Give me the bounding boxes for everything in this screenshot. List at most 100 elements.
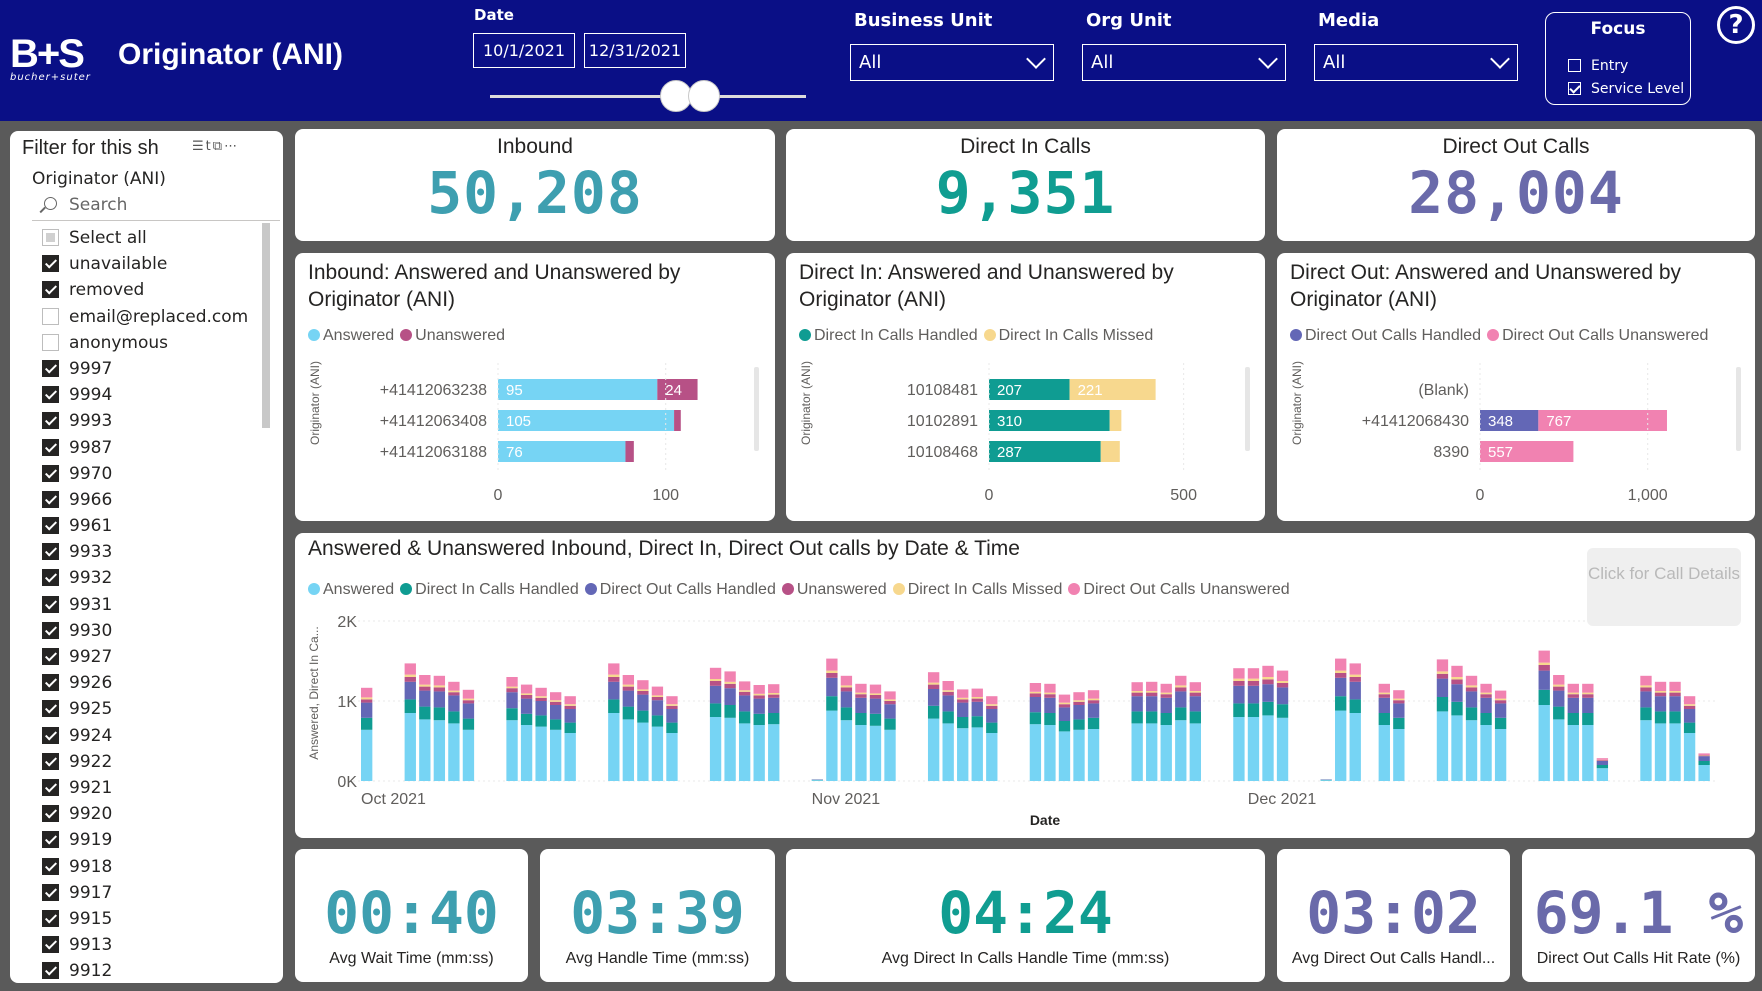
column-segment[interactable] xyxy=(1349,663,1361,675)
column-segment[interactable] xyxy=(1087,729,1100,781)
column-segment[interactable] xyxy=(608,663,620,675)
column-segment[interactable] xyxy=(404,713,416,781)
column-segment[interactable] xyxy=(724,681,736,684)
column-segment[interactable] xyxy=(957,699,969,703)
column-segment[interactable] xyxy=(738,723,751,781)
column-segment[interactable] xyxy=(1669,696,1681,712)
column-segment[interactable] xyxy=(724,683,736,689)
column-segment[interactable] xyxy=(986,696,998,705)
slicer-item[interactable]: 9918 xyxy=(32,854,262,880)
column-segment[interactable] xyxy=(1596,765,1609,769)
column-segment[interactable] xyxy=(404,663,416,675)
checkbox-checked-icon[interactable] xyxy=(42,831,59,849)
column-segment[interactable] xyxy=(1567,694,1579,698)
column-segment[interactable] xyxy=(1683,705,1696,709)
column-segment[interactable] xyxy=(768,713,780,725)
column-segment[interactable] xyxy=(564,696,576,705)
column-segment[interactable] xyxy=(1131,696,1143,712)
column-segment[interactable] xyxy=(1087,703,1100,718)
column-segment[interactable] xyxy=(1436,659,1449,672)
column-segment[interactable] xyxy=(869,695,882,699)
checkbox-checked-icon[interactable] xyxy=(42,412,59,430)
column-segment[interactable] xyxy=(1480,697,1492,713)
column-segment[interactable] xyxy=(1175,691,1187,708)
column-segment[interactable] xyxy=(826,696,838,711)
column-segment[interactable] xyxy=(520,695,533,699)
column-segment[interactable] xyxy=(1160,694,1172,698)
column-segment[interactable] xyxy=(957,689,969,698)
column-segment[interactable] xyxy=(1640,720,1652,781)
column-segment[interactable] xyxy=(971,727,983,781)
column-segment[interactable] xyxy=(1029,691,1042,694)
column-segment[interactable] xyxy=(1146,696,1158,712)
slicer-item[interactable]: 9987 xyxy=(32,435,262,461)
column-segment[interactable] xyxy=(666,722,678,733)
column-segment[interactable] xyxy=(1465,691,1478,708)
column-segment[interactable] xyxy=(549,729,562,781)
slicer-search-input[interactable]: Search xyxy=(32,195,280,221)
column-segment[interactable] xyxy=(433,675,446,686)
column-segment[interactable] xyxy=(1087,717,1100,729)
column-segment[interactable] xyxy=(419,686,431,691)
legend-item[interactable]: Answered xyxy=(308,327,394,345)
column-segment[interactable] xyxy=(1160,683,1172,693)
checkbox-icon[interactable] xyxy=(42,333,59,351)
column-segment[interactable] xyxy=(433,687,446,692)
column-segment[interactable] xyxy=(1276,670,1289,681)
column-segment[interactable] xyxy=(1436,678,1449,697)
column-segment[interactable] xyxy=(1233,717,1245,781)
column-segment[interactable] xyxy=(1146,723,1158,781)
slicer-item[interactable]: removed xyxy=(32,277,262,303)
column-segment[interactable] xyxy=(1029,683,1042,692)
column-segment[interactable] xyxy=(1494,698,1507,701)
column-segment[interactable] xyxy=(942,723,954,781)
column-segment[interactable] xyxy=(433,685,446,688)
legend-item[interactable]: Unanswered xyxy=(400,327,505,345)
column-segment[interactable] xyxy=(1538,650,1550,663)
column-segment[interactable] xyxy=(1175,675,1187,686)
bar-segment[interactable] xyxy=(498,441,626,462)
slicer-item[interactable]: 9997 xyxy=(32,356,262,382)
column-segment[interactable] xyxy=(1335,658,1347,671)
column-segment[interactable] xyxy=(1262,665,1274,677)
slicer-scrollbar[interactable] xyxy=(262,223,270,428)
column-segment[interactable] xyxy=(1582,697,1594,713)
column-segment[interactable] xyxy=(1349,699,1361,713)
column-segment[interactable] xyxy=(1131,723,1143,781)
column-segment[interactable] xyxy=(1189,711,1201,724)
checkbox-checked-icon[interactable] xyxy=(42,936,59,954)
bar-segment[interactable] xyxy=(989,410,1110,431)
column-segment[interactable] xyxy=(462,718,475,730)
checkbox-checked-icon[interactable] xyxy=(42,255,59,273)
slicer-item[interactable]: 9927 xyxy=(32,644,262,670)
column-segment[interactable] xyxy=(753,685,765,694)
column-segment[interactable] xyxy=(1640,687,1652,692)
checkbox-icon[interactable] xyxy=(1568,59,1581,72)
column-segment[interactable] xyxy=(927,684,940,689)
column-segment[interactable] xyxy=(1189,692,1201,697)
column-segment[interactable] xyxy=(1596,760,1609,761)
column-segment[interactable] xyxy=(1276,704,1289,718)
column-segment[interactable] xyxy=(462,729,475,781)
column-segment[interactable] xyxy=(1160,725,1172,781)
column-segment[interactable] xyxy=(1044,694,1056,698)
legend-item[interactable]: Unanswered xyxy=(781,581,887,599)
column-segment[interactable] xyxy=(884,718,896,730)
checkbox-checked-icon[interactable] xyxy=(42,281,59,299)
column-segment[interactable] xyxy=(1160,713,1172,725)
chart-scrollbar[interactable] xyxy=(1245,367,1250,451)
column-segment[interactable] xyxy=(520,713,533,725)
column-segment[interactable] xyxy=(1553,719,1565,781)
column-segment[interactable] xyxy=(1494,717,1507,729)
column-segment[interactable] xyxy=(1683,709,1696,723)
column-segment[interactable] xyxy=(1189,723,1201,781)
column-segment[interactable] xyxy=(709,679,722,681)
column-segment[interactable] xyxy=(971,697,983,699)
column-segment[interactable] xyxy=(637,722,649,781)
column-segment[interactable] xyxy=(1654,723,1667,781)
column-segment[interactable] xyxy=(1175,707,1187,721)
legend-item[interactable]: Direct Out Calls Unanswered xyxy=(1068,581,1290,599)
column-segment[interactable] xyxy=(506,686,518,689)
bar-segment[interactable] xyxy=(1100,441,1120,462)
column-segment[interactable] xyxy=(986,704,998,706)
